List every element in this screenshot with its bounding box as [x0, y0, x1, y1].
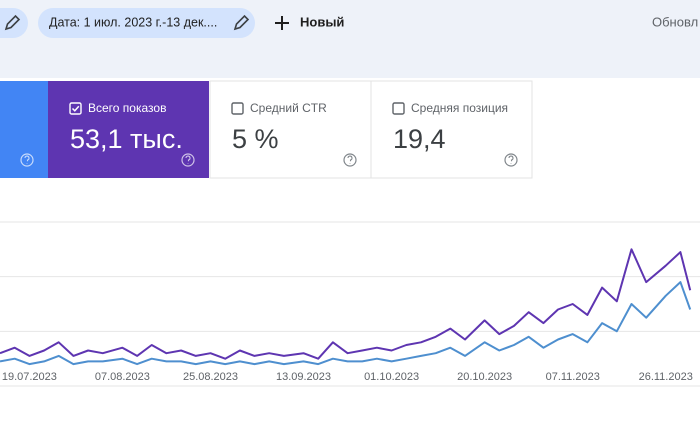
- x-tick-label: 13.09.2023: [276, 371, 331, 383]
- help-mark: [508, 155, 514, 164]
- x-tick-label: 26.11.2023: [639, 371, 693, 383]
- metric-label: Средняя позиция: [411, 101, 508, 115]
- metric-label: Всего показов: [88, 101, 166, 115]
- help-icon[interactable]: [504, 153, 518, 167]
- metric-card[interactable]: [0, 81, 48, 178]
- checkbox[interactable]: [231, 102, 244, 115]
- edit-icon[interactable]: [233, 14, 250, 31]
- date-chip[interactable]: [38, 8, 255, 38]
- help-mark: [24, 155, 30, 164]
- help-icon[interactable]: [181, 153, 195, 167]
- x-tick-label: 07.11.2023: [546, 371, 600, 383]
- series-line: [0, 281, 692, 366]
- checkmark: [71, 105, 80, 112]
- help-mark: [185, 155, 191, 164]
- x-tick-label: 19.07.2023: [2, 371, 57, 383]
- x-tick-label: 20.10.2023: [457, 371, 512, 383]
- metric-value: 53,1 тыс.: [70, 124, 183, 154]
- x-tick-label: 01.10.2023: [364, 371, 419, 383]
- date-filter[interactable]: Дата: 1 июл. 2023 г.-13 дек....: [49, 15, 217, 29]
- metric-value: 19,4: [393, 124, 446, 154]
- chip[interactable]: [0, 8, 28, 38]
- refresh-text: Обновл: [652, 14, 698, 29]
- plus-icon[interactable]: [275, 16, 289, 30]
- checkbox[interactable]: [69, 102, 82, 115]
- series-line: [0, 248, 692, 360]
- x-tick-label: 25.08.2023: [183, 371, 238, 383]
- help-mark: [347, 155, 353, 164]
- metric-value: 5 %: [232, 124, 279, 154]
- help-icon[interactable]: [20, 153, 34, 167]
- checkbox[interactable]: [392, 102, 405, 115]
- new-button[interactable]: Новый: [300, 14, 344, 29]
- help-icon[interactable]: [343, 153, 357, 167]
- metric-label: Средний CTR: [250, 101, 327, 115]
- x-tick-label: 07.08.2023: [95, 371, 150, 383]
- edit-icon[interactable]: [4, 14, 21, 31]
- chart: 19.07.2023 07.08.2023 25.08.2023 13.09.2023…: [0, 221, 700, 387]
